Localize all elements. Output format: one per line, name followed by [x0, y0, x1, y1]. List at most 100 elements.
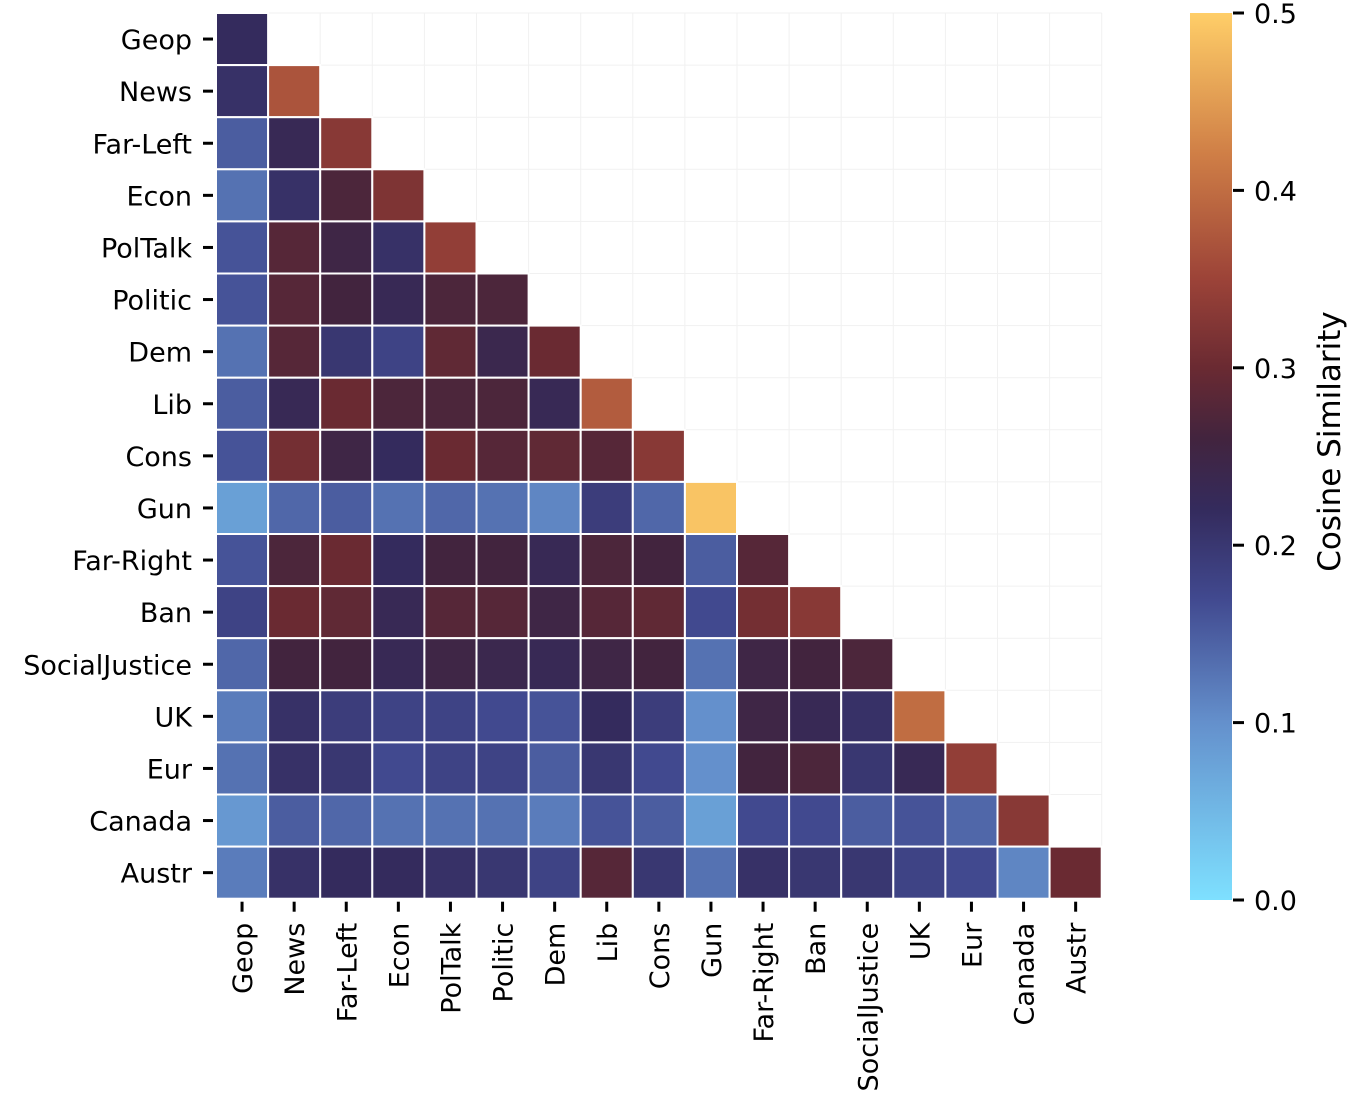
colorbar-ticks: 0.0 0.1 0.2 0.3 0.4 0.5 — [1233, 0, 1297, 917]
y-tick-label: Econ — [126, 181, 192, 212]
heatmap-cell — [267, 480, 322, 535]
heatmap-cell — [736, 637, 791, 692]
heatmap-cell — [371, 168, 426, 223]
heatmap-cell — [579, 533, 634, 588]
y-tick-label: Lib — [152, 390, 192, 421]
heatmap-cell — [267, 376, 322, 431]
y-tick-label: UK — [155, 702, 194, 733]
heatmap-cell — [527, 741, 582, 796]
x-tick-label: Cons — [645, 923, 676, 990]
heatmap-cell — [267, 116, 322, 171]
heatmap-cell — [840, 637, 895, 692]
heatmap-cell — [683, 480, 739, 535]
heatmap-cell — [319, 376, 374, 431]
heatmap-cell — [423, 376, 478, 431]
y-tick-label: Ban — [140, 598, 192, 629]
colorbar-tick-label: 0.0 — [1254, 886, 1297, 917]
x-tick-label: Gun — [697, 923, 728, 978]
colorbar-tick-label: 0.1 — [1254, 709, 1297, 740]
heatmap-cell — [579, 845, 634, 900]
y-tick-label: Far-Right — [72, 546, 192, 577]
heatmap-cell — [527, 376, 582, 431]
heatmap-cell — [631, 585, 686, 640]
heatmap-cell — [683, 689, 739, 744]
heatmap-cell — [215, 845, 270, 900]
heatmap-cell — [996, 845, 1051, 900]
heatmap-cell — [215, 533, 270, 588]
heatmap-cell — [527, 689, 582, 744]
heatmap-cell — [423, 637, 478, 692]
heatmap-cell — [683, 533, 739, 588]
heatmap-cell — [840, 845, 895, 900]
x-tick-label: Far-Right — [749, 923, 780, 1043]
heatmap-cell — [371, 324, 426, 379]
x-tick-label: Austr — [1062, 922, 1093, 994]
heatmap-cell — [319, 324, 374, 379]
heatmap-cell — [475, 689, 530, 744]
heatmap-cell — [736, 845, 791, 900]
heatmap-cell — [215, 689, 270, 744]
y-tick-label: Canada — [89, 807, 192, 838]
heatmap-cell — [944, 845, 999, 900]
heatmap-cell — [267, 64, 322, 119]
heatmap-cells — [215, 12, 1103, 900]
heatmap-cell — [371, 220, 426, 275]
colorbar-tick-label: 0.2 — [1254, 531, 1297, 562]
heatmap-cell — [579, 637, 634, 692]
heatmap-cell — [267, 689, 322, 744]
heatmap-cell — [736, 585, 791, 640]
colorbar-tick-label: 0.4 — [1254, 176, 1297, 207]
heatmap-cell — [319, 637, 374, 692]
heatmap-cell — [371, 845, 426, 900]
y-tick-label: Cons — [125, 442, 192, 473]
y-axis: Geop News Far-Left Econ PolTalk Politic Dem Lib… — [23, 25, 213, 890]
colorbar: 0.0 0.1 0.2 0.3 0.4 0.5 Cosine Similarity — [1190, 0, 1348, 917]
heatmap-cell — [631, 428, 686, 483]
heatmap-cell — [267, 533, 322, 588]
heatmap-cell — [579, 741, 634, 796]
heatmap-cell — [631, 845, 686, 900]
heatmap-cell — [736, 689, 791, 744]
heatmap-cell — [788, 845, 843, 900]
heatmap-cell — [267, 585, 322, 640]
heatmap-cell — [319, 220, 374, 275]
x-tick-label: PolTalk — [436, 922, 467, 1013]
x-tick-label: Econ — [384, 923, 415, 989]
heatmap-cell — [579, 428, 634, 483]
x-tick-label: Ban — [801, 923, 832, 975]
heatmap-cell — [892, 689, 947, 744]
heatmap-cell — [579, 376, 634, 431]
heatmap-cell — [996, 793, 1051, 848]
heatmap-cell — [371, 376, 426, 431]
heatmap-cell — [840, 689, 895, 744]
heatmap-cell — [371, 741, 426, 796]
heatmap-cell — [475, 480, 530, 535]
colorbar-label: Cosine Similarity — [1312, 311, 1348, 572]
heatmap-cell — [319, 272, 374, 327]
heatmap-cell — [475, 533, 530, 588]
heatmap-cell — [683, 845, 739, 900]
heatmap-cell — [267, 324, 322, 379]
heatmap-cell — [371, 585, 426, 640]
heatmap-cell — [371, 428, 426, 483]
x-tick-label: Eur — [957, 922, 988, 968]
x-axis: Geop News Far-Left Econ PolTalk Politic Dem Lib… — [228, 901, 1093, 1091]
heatmap-cell — [319, 168, 374, 223]
y-tick-label: Eur — [147, 754, 193, 785]
heatmap-cell — [527, 533, 582, 588]
heatmap-cell — [527, 428, 582, 483]
heatmap-cell — [579, 689, 634, 744]
heatmap-cell — [267, 272, 322, 327]
heatmap-cell — [423, 480, 478, 535]
heatmap-cell — [267, 845, 322, 900]
heatmap-cell — [423, 428, 478, 483]
heatmap-cell — [215, 12, 270, 67]
heatmap-cell — [215, 428, 270, 483]
heatmap-cell — [475, 272, 530, 327]
heatmap-cell — [527, 324, 582, 379]
heatmap-cell — [631, 793, 686, 848]
heatmap-cell — [319, 793, 374, 848]
heatmap-cell — [736, 793, 791, 848]
x-tick-label: News — [280, 923, 311, 996]
